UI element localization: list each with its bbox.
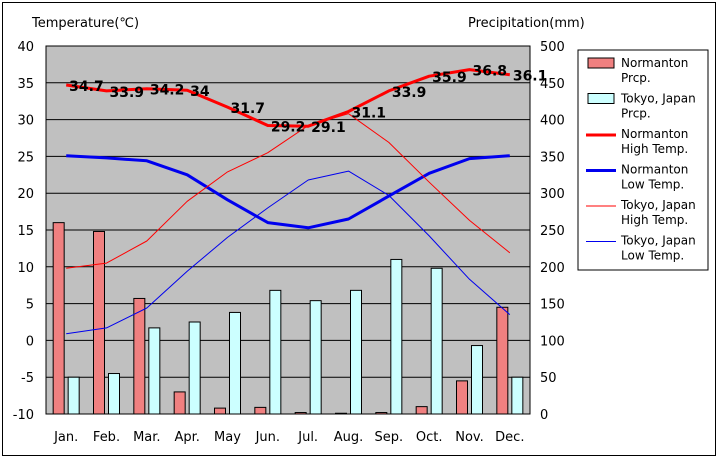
y-left-tick-label: 5 bbox=[26, 298, 34, 313]
bar-tokyo-prcp bbox=[511, 376, 524, 415]
data-label-normanton-high: 29.2 bbox=[271, 119, 306, 135]
legend-normanton-low-label: Normanton bbox=[621, 163, 688, 177]
y-right-tick-label: 250 bbox=[540, 224, 565, 239]
bar-tokyo-prcp bbox=[229, 311, 241, 415]
bar-normanton-prcp bbox=[133, 297, 146, 415]
x-tick-label: Dec. bbox=[495, 430, 524, 445]
y-right-tick-label: 500 bbox=[540, 40, 565, 55]
bar-normanton-prcp bbox=[173, 391, 186, 415]
y-left-tick-label: 40 bbox=[17, 40, 34, 55]
x-tick-label: Oct. bbox=[416, 430, 443, 445]
bar-tokyo-prcp bbox=[108, 373, 120, 415]
data-label-normanton-high: 34.7 bbox=[69, 79, 104, 95]
line-normanton-high bbox=[65, 68, 510, 128]
x-tick-label: Sep. bbox=[375, 430, 404, 445]
legend-normanton-high-label: High Temp. bbox=[621, 142, 688, 156]
bar-normanton-prcp bbox=[294, 412, 307, 415]
data-label-normanton-high: 31.1 bbox=[352, 106, 387, 122]
data-label-normanton-high: 29.1 bbox=[311, 120, 346, 136]
line-tokyo-low bbox=[66, 170, 511, 335]
data-label-normanton-high: 33.9 bbox=[392, 85, 427, 101]
bar-normanton-prcp bbox=[456, 380, 468, 415]
y-left-tick-label: 15 bbox=[17, 224, 34, 239]
legend-tokyo-high-label: High Temp. bbox=[621, 213, 688, 227]
bar-normanton-prcp bbox=[375, 412, 388, 415]
y-left-tick-label: 0 bbox=[26, 334, 34, 349]
data-label-normanton-high: 31.7 bbox=[231, 101, 266, 117]
bar-normanton-prcp bbox=[254, 406, 267, 415]
legend-normanton-low-label: Low Temp. bbox=[621, 178, 684, 192]
legend-normanton-prcp-label: Prcp. bbox=[621, 71, 651, 85]
bar-tokyo-prcp bbox=[67, 376, 80, 415]
y-right-tick-label: 200 bbox=[540, 261, 565, 276]
y-left-tick-label: 25 bbox=[17, 150, 34, 165]
y-axis-left-title: Temperature(℃) bbox=[31, 16, 139, 31]
legend-normanton-prcp-swatch bbox=[587, 57, 615, 69]
bar-tokyo-prcp bbox=[269, 289, 282, 415]
y-right-tick-label: 100 bbox=[540, 334, 565, 349]
data-label-normanton-high: 33.9 bbox=[110, 85, 145, 101]
legend-tokyo-low-label: Tokyo, Japan bbox=[620, 234, 696, 248]
legend-normanton-high-label: Normanton bbox=[621, 127, 688, 141]
legend-tokyo-prcp-label: Prcp. bbox=[621, 107, 651, 121]
bar-tokyo-prcp bbox=[148, 327, 161, 415]
data-label-normanton-high: 34 bbox=[190, 84, 210, 100]
bar-normanton-prcp bbox=[214, 407, 226, 415]
y-right-tick-label: 350 bbox=[540, 150, 565, 165]
x-tick-label: Jun. bbox=[255, 430, 280, 445]
y-right-tick-label: 400 bbox=[540, 114, 565, 129]
chart-frame bbox=[2, 2, 716, 456]
bar-tokyo-prcp bbox=[390, 258, 403, 415]
data-label-normanton-high: 34.2 bbox=[150, 83, 185, 99]
y-axis-right-title: Precipitation(mm) bbox=[468, 16, 585, 31]
legend-tokyo-low-label: Low Temp. bbox=[621, 249, 684, 263]
bar-normanton-prcp bbox=[496, 306, 509, 415]
y-right-tick-label: 450 bbox=[540, 77, 565, 92]
y-left-tick-label: 35 bbox=[17, 77, 34, 92]
x-tick-label: Feb. bbox=[93, 430, 120, 445]
bar-normanton-prcp bbox=[415, 406, 428, 415]
legend-normanton-prcp-label: Normanton bbox=[621, 56, 688, 70]
y-left-tick-label: -5 bbox=[21, 371, 34, 386]
x-tick-label: Jul. bbox=[297, 430, 318, 445]
legend-tokyo-high-label: Tokyo, Japan bbox=[620, 198, 696, 212]
x-tick-label: Apr. bbox=[174, 430, 199, 445]
x-tick-label: Aug. bbox=[334, 430, 364, 445]
legend-tokyo-prcp-swatch bbox=[587, 93, 615, 104]
y-right-tick-label: 300 bbox=[540, 187, 565, 202]
x-tick-label: Mar. bbox=[133, 430, 160, 445]
y-right-tick-label: 150 bbox=[540, 298, 565, 313]
data-label-normanton-high: 36.8 bbox=[473, 64, 508, 80]
y-left-tick-label: 20 bbox=[17, 187, 34, 202]
line-tokyo-high bbox=[66, 113, 511, 269]
x-tick-label: Nov. bbox=[455, 430, 484, 445]
bar-tokyo-prcp bbox=[188, 321, 201, 415]
x-tick-label: Jan. bbox=[53, 430, 78, 445]
y-left-tick-label: 30 bbox=[17, 114, 34, 129]
y-left-tick-label: -10 bbox=[13, 408, 34, 423]
y-left-tick-label: 10 bbox=[17, 261, 34, 276]
line-normanton-low bbox=[66, 154, 510, 230]
bar-normanton-prcp bbox=[335, 412, 347, 415]
legend-tokyo-prcp-label: Tokyo, Japan bbox=[620, 92, 696, 106]
y-right-tick-label: 0 bbox=[540, 408, 548, 423]
bar-tokyo-prcp bbox=[430, 267, 443, 415]
bar-tokyo-prcp bbox=[350, 289, 362, 415]
bar-normanton-prcp bbox=[52, 222, 65, 415]
bar-tokyo-prcp bbox=[471, 345, 483, 415]
x-tick-label: May bbox=[214, 430, 241, 445]
bar-normanton-prcp bbox=[93, 230, 105, 415]
data-label-normanton-high: 36.1 bbox=[513, 69, 548, 85]
data-label-normanton-high: 35.9 bbox=[432, 70, 467, 86]
bar-tokyo-prcp bbox=[309, 300, 322, 415]
y-right-tick-label: 50 bbox=[540, 371, 557, 386]
legend-box bbox=[577, 49, 709, 271]
